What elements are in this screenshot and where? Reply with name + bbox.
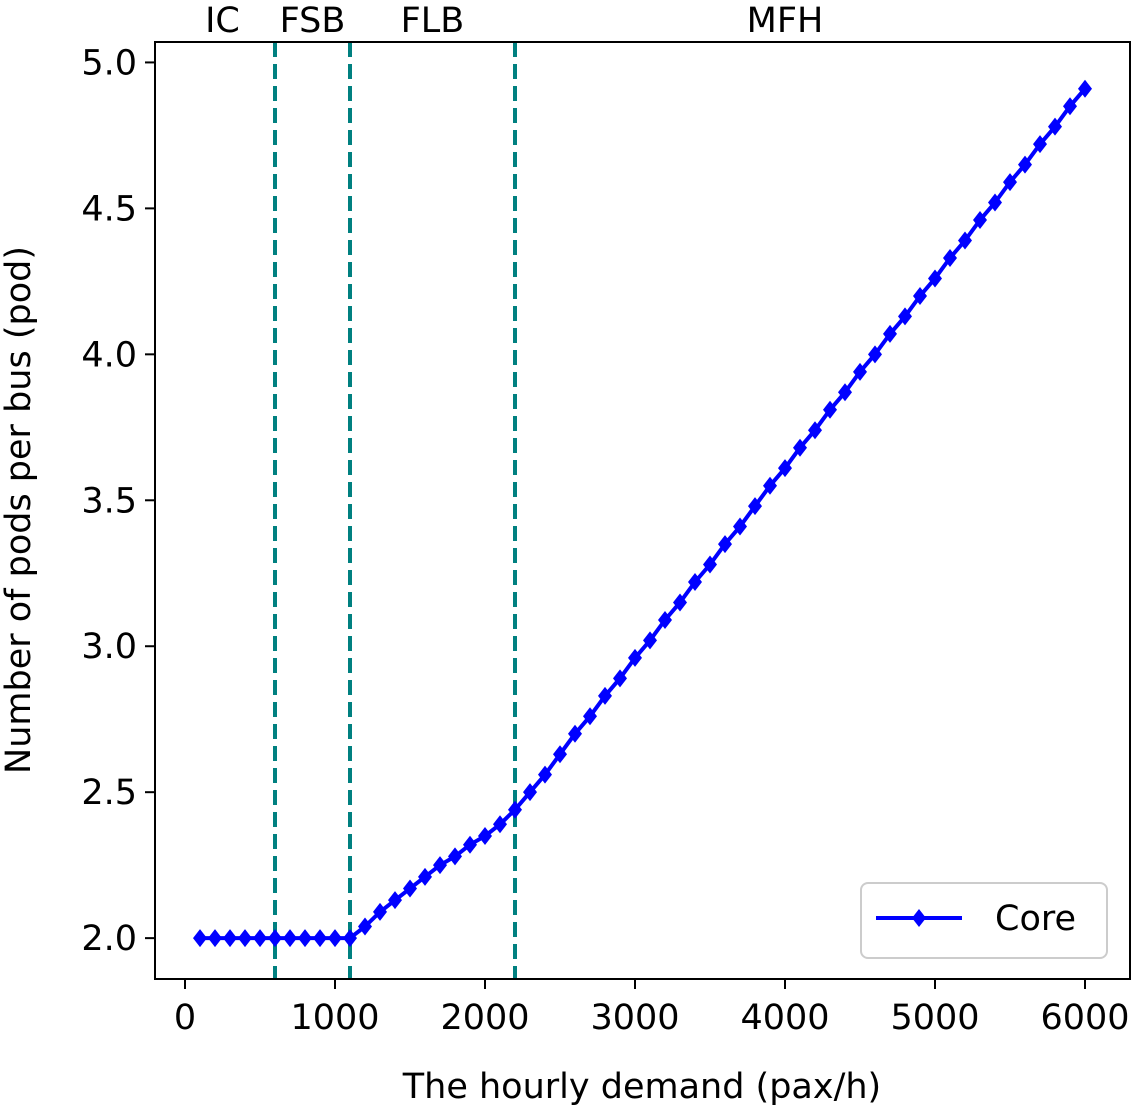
data-point: [373, 902, 387, 921]
data-point: [508, 800, 522, 819]
data-point: [208, 929, 222, 948]
legend-label: Core: [995, 899, 1076, 939]
legend: Core: [860, 882, 1108, 959]
data-point: [823, 400, 837, 419]
data-point: [193, 929, 207, 948]
data-point: [403, 879, 417, 898]
data-point: [493, 815, 507, 834]
y-tick-label: 4.0: [81, 335, 137, 375]
core-series: [193, 79, 1092, 948]
x-tick-label: 1000: [290, 998, 379, 1038]
data-point: [943, 249, 957, 268]
data-point: [898, 307, 912, 326]
data-point: [268, 929, 282, 948]
x-axis-title: The hourly demand (pax/h): [402, 1067, 881, 1107]
data-point: [388, 891, 402, 910]
data-point: [238, 929, 252, 948]
x-tick-label: 0: [174, 998, 196, 1038]
data-point: [223, 929, 237, 948]
region-label-ic: IC: [205, 1, 240, 41]
data-point: [298, 929, 312, 948]
data-point: [988, 193, 1002, 212]
y-axis: 2.0 2.5 3.0 3.5 4.0 4.5 5.0: [81, 43, 155, 959]
region-label-fsb: FSB: [280, 1, 346, 41]
data-point: [883, 324, 897, 343]
data-point: [463, 835, 477, 854]
data-point: [688, 573, 702, 592]
x-tick-label: 2000: [440, 998, 529, 1038]
regime-boundary-lines: [273, 42, 517, 979]
x-tick-label: 3000: [590, 998, 679, 1038]
region-label-flb: FLB: [401, 1, 465, 41]
data-point: [748, 497, 762, 516]
y-tick-label: 2.0: [81, 919, 137, 959]
series-line: [200, 87, 1087, 941]
data-point: [673, 593, 687, 612]
data-point: [643, 631, 657, 650]
data-point: [478, 826, 492, 845]
y-tick-label: 3.5: [81, 481, 137, 521]
data-point: [808, 421, 822, 440]
data-point: [343, 929, 357, 948]
data-point: [928, 269, 942, 288]
y-tick-label: 4.5: [81, 189, 137, 229]
data-point: [583, 707, 597, 726]
region-label-mfh: MFH: [747, 1, 824, 41]
x-axis: 0 1000 2000 3000 4000 5000 6000: [174, 979, 1130, 1038]
data-point: [523, 783, 537, 802]
data-point: [1048, 117, 1062, 136]
data-point: [973, 211, 987, 230]
data-point: [778, 459, 792, 478]
data-point: [703, 555, 717, 574]
data-point: [433, 856, 447, 875]
region-labels: IC FSB FLB MFH: [205, 1, 823, 41]
data-point: [553, 745, 567, 764]
data-point: [253, 929, 267, 948]
data-point: [868, 345, 882, 364]
data-point: [283, 929, 297, 948]
data-point: [853, 362, 867, 381]
legend-box: [860, 882, 1108, 959]
data-point: [1018, 155, 1032, 174]
data-point: [328, 929, 342, 948]
data-point: [613, 669, 627, 688]
data-point: [1063, 97, 1077, 116]
data-point: [598, 686, 612, 705]
data-point: [793, 438, 807, 457]
x-tick-label: 6000: [1040, 998, 1129, 1038]
y-tick-label: 2.5: [81, 773, 137, 813]
data-point: [313, 929, 327, 948]
y-tick-label: 3.0: [81, 627, 137, 667]
data-point: [418, 867, 432, 886]
plot-frame: [154, 41, 1131, 980]
data-point: [628, 648, 642, 667]
data-point: [1078, 79, 1092, 98]
data-point: [1003, 173, 1017, 192]
data-point: [733, 517, 747, 536]
data-point: [358, 917, 372, 936]
data-point: [718, 535, 732, 554]
data-point: [838, 383, 852, 402]
data-point: [448, 847, 462, 866]
data-point: [913, 286, 927, 305]
x-tick-label: 4000: [740, 998, 829, 1038]
y-tick-label: 5.0: [81, 43, 137, 83]
data-point: [658, 610, 672, 629]
data-point: [1033, 135, 1047, 154]
data-point: [568, 724, 582, 743]
y-axis-title: Number of pods per bus (pod): [0, 246, 39, 774]
data-point: [763, 476, 777, 495]
data-point: [958, 231, 972, 250]
legend-marker: [912, 909, 926, 927]
data-point: [538, 765, 552, 784]
x-tick-label: 5000: [890, 998, 979, 1038]
